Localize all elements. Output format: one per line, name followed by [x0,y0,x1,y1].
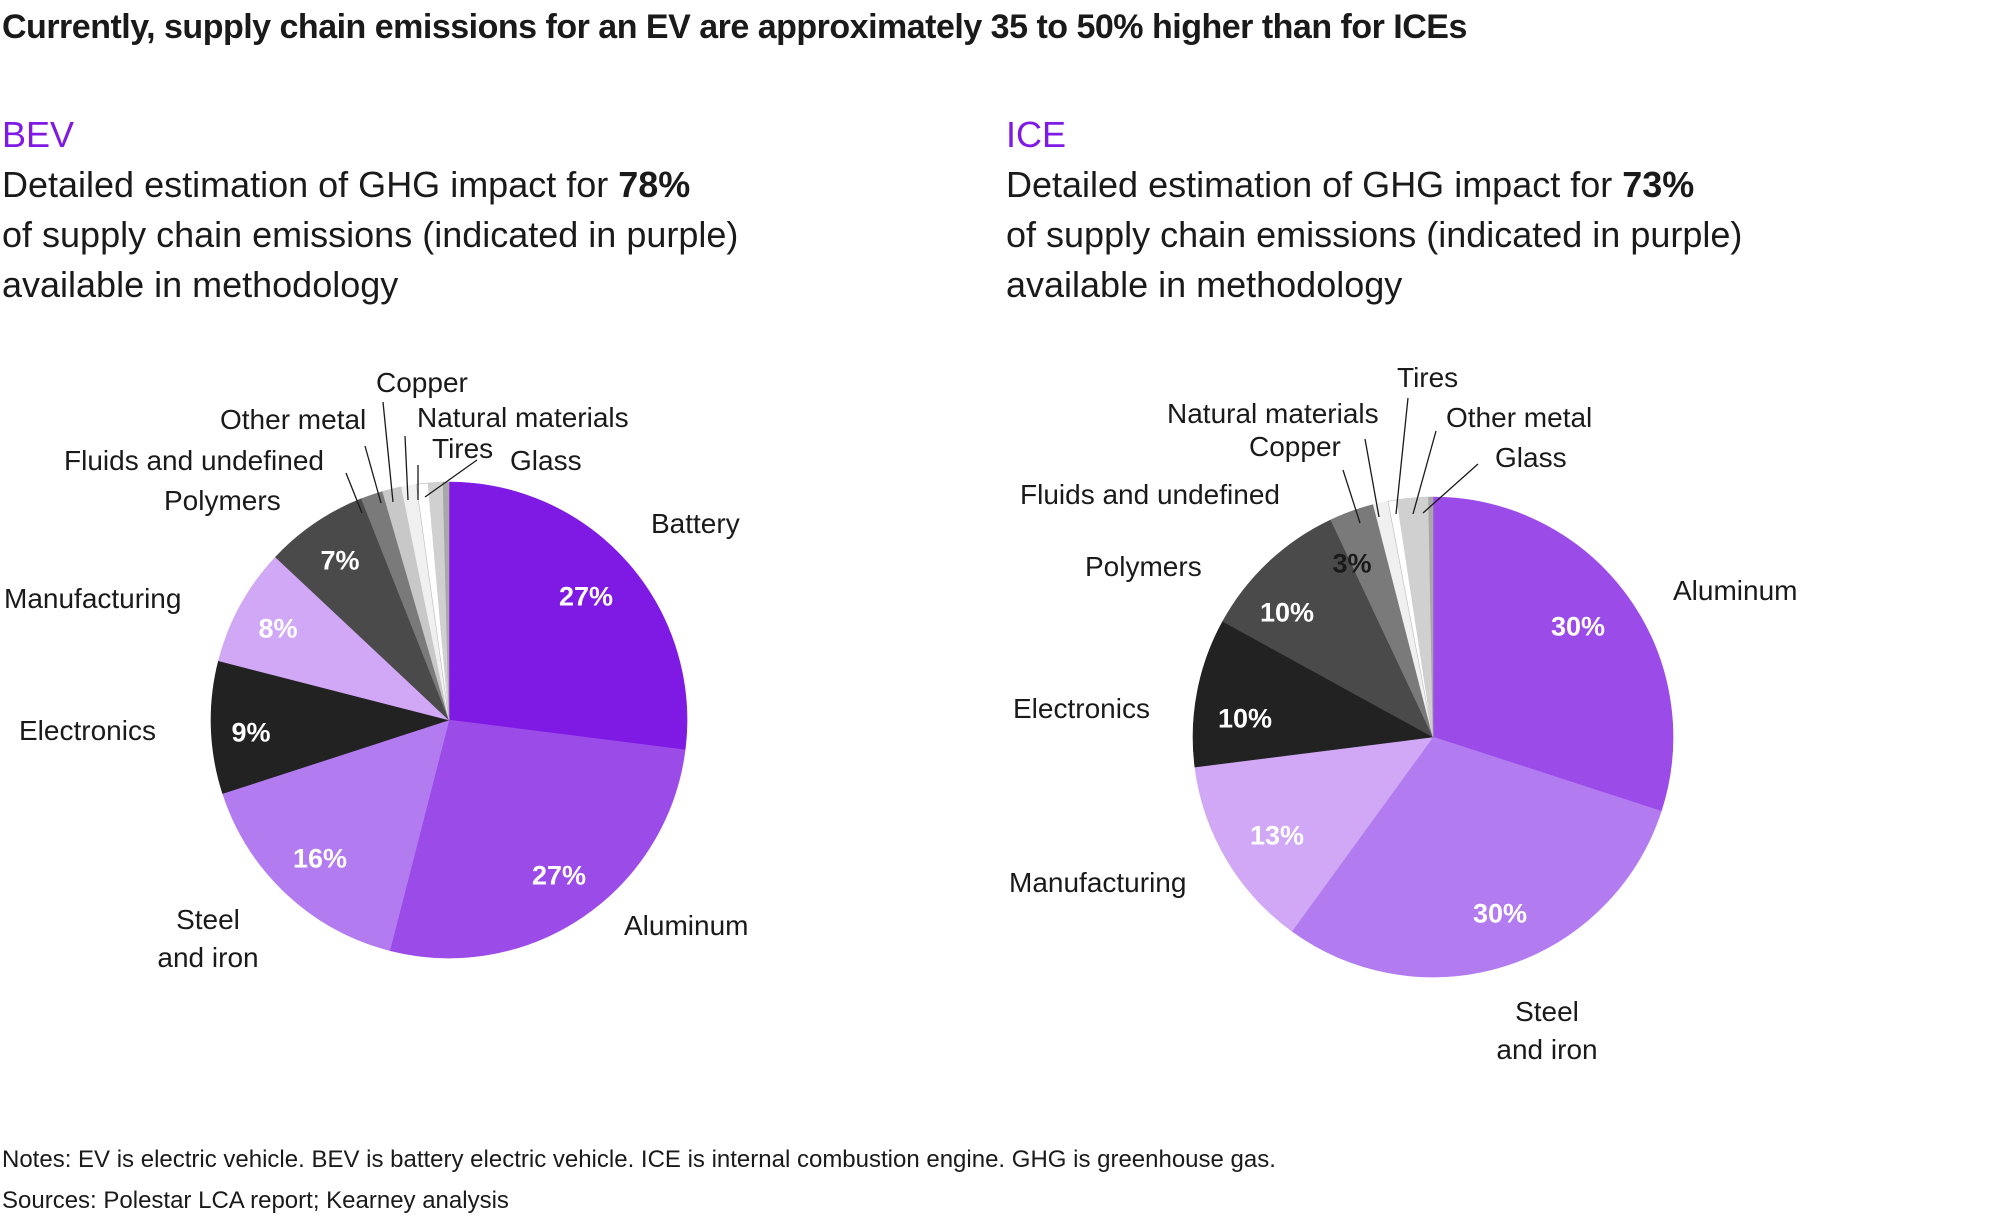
leader-bev-copper [382,401,394,503]
bev-subtitle-line2: of supply chain emissions (indicated in … [2,214,739,255]
bev-subtitle-text: Detailed estimation of GHG impact for [2,164,619,205]
label-bev-other-metal: Other metal [220,404,367,435]
pie-slice-glass [1428,496,1434,738]
bev-subtitle-line3: available in methodology [2,264,399,305]
label-ice-steel-2: and iron [1496,1034,1598,1065]
pie-slice-electronics [1192,620,1434,768]
leader-lines [345,397,1479,524]
label-bev-tires: Tires [432,433,494,464]
label-ice-tires: Tires [1397,362,1459,393]
ice-subtitle-text: Detailed estimation of GHG impact for [1006,164,1623,205]
label-ice-aluminum: Aluminum [1673,575,1798,606]
leader-bev-fluids [345,472,363,514]
label-ice-copper: Copper [1249,431,1341,462]
pie-slice-steel [222,719,450,951]
label-bev-steel: Steel and iron [157,901,258,977]
leader-bev-natural [404,435,409,501]
ice-title: ICE [1006,114,1067,155]
label-bev-glass: Glass [510,445,582,476]
label-bev-manufacturing: Manufacturing [4,583,182,614]
pie-slice-manufacturing [1194,736,1434,932]
label-bev-copper: Copper [376,367,468,398]
bev-subtitle: Detailed estimation of GHG impact for 78… [2,160,738,310]
label-bev-polymers: Polymers [164,485,281,516]
label-bev-natural: Natural materials [417,402,629,433]
sources: Sources: Polestar LCA report; Kearney an… [2,1187,509,1214]
label-bev-aluminum: Aluminum [624,910,749,941]
label-bev-steel-1: Steel [176,904,240,935]
pie-slice-polymers [1222,519,1434,738]
ice-pie [1192,496,1674,978]
pct-bev-polymers: 7% [320,545,360,576]
pct-bev-battery: 27% [558,581,614,612]
leader-bev-glass [424,459,478,498]
label-ice-fluids: Fluids and undefined [1020,479,1280,510]
leader-bev-other-metal [364,445,382,504]
label-bev-fluids: Fluids and undefined [64,445,324,476]
pie-slice-electronics [210,660,451,794]
pie-slice-manufacturing [218,556,450,721]
leader-ice-other-metal [1412,430,1437,515]
chart-title: Currently, supply chain emissions for an… [2,8,1467,46]
label-ice-manufacturing: Manufacturing [1009,867,1187,898]
ice-subtitle-line3: available in methodology [1006,264,1403,305]
label-ice-other-metal: Other metal [1446,402,1593,433]
pct-ice-aluminum: 30% [1550,611,1606,642]
label-ice-polymers: Polymers [1085,551,1202,582]
label-ice-glass: Glass [1495,442,1567,473]
leader-ice-glass [1422,463,1479,514]
pie-slice-battery [448,481,688,751]
pct-bev-steel: 16% [292,843,348,874]
leader-ice-copper [1342,469,1361,524]
leader-ice-tires [1395,397,1409,515]
pct-ice-fluids: 3% [1332,548,1372,579]
pie-slice-aluminum [389,719,686,959]
notes: Notes: EV is electric vehicle. BEV is ba… [2,1146,1276,1173]
pct-ice-manufacturing: 13% [1249,820,1305,851]
label-ice-natural: Natural materials [1167,398,1379,429]
pct-ice-electronics: 10% [1217,703,1273,734]
pct-bev-manufacturing: 8% [258,613,298,644]
ice-subtitle-line2: of supply chain emissions (indicated in … [1006,214,1743,255]
label-bev-electronics: Electronics [19,715,156,746]
label-bev-steel-2: and iron [157,942,259,973]
label-bev-battery: Battery [651,508,740,539]
bev-subtitle-pct: 78% [618,164,691,205]
pct-ice-steel: 30% [1472,898,1528,929]
ice-subtitle-pct: 73% [1622,164,1695,205]
pie-slice-steel [1291,736,1662,978]
pie-slice-polymers [275,498,450,721]
bev-pie [210,481,688,959]
pct-bev-aluminum: 27% [531,860,587,891]
label-ice-steel: Steel and iron [1496,993,1597,1069]
leader-ice-natural [1364,438,1380,518]
label-ice-electronics: Electronics [1013,693,1150,724]
label-ice-steel-1: Steel [1515,996,1579,1027]
bev-title: BEV [2,114,75,155]
ice-subtitle: Detailed estimation of GHG impact for 73… [1006,160,1742,310]
pct-bev-electronics: 9% [231,717,271,748]
pie-slice-aluminum [1432,496,1674,812]
pct-ice-polymers: 10% [1259,597,1315,628]
